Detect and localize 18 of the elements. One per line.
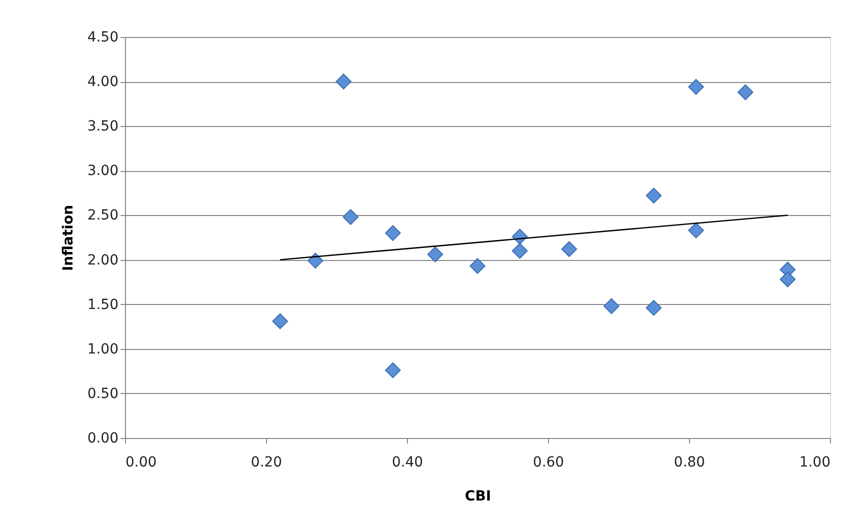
- y-axis-title: Inflation: [60, 204, 76, 272]
- y-tick-label: 3.50: [87, 118, 118, 135]
- x-tick-label: 0.60: [532, 454, 564, 470]
- x-tick-label: 0.20: [250, 454, 282, 470]
- y-tick-label: 0.00: [87, 430, 118, 446]
- x-tick-label: 0.00: [126, 454, 157, 470]
- x-axis-title: CBI: [464, 488, 492, 504]
- y-tick-label: 1.00: [87, 341, 118, 358]
- y-tick-label: 2.00: [87, 252, 118, 268]
- x-tick-label: 1.00: [799, 454, 830, 470]
- y-tick-label: 2.50: [87, 208, 118, 224]
- y-tick-label: 1.50: [87, 296, 118, 313]
- y-tick-label: 4.00: [87, 74, 118, 90]
- y-tick-label: 4.50: [87, 30, 118, 46]
- x-tick-label: 0.40: [392, 454, 424, 470]
- y-tick-label: 0.50: [87, 386, 118, 402]
- y-tick-label: 3.00: [87, 163, 118, 180]
- x-tick-label: 0.80: [674, 454, 706, 470]
